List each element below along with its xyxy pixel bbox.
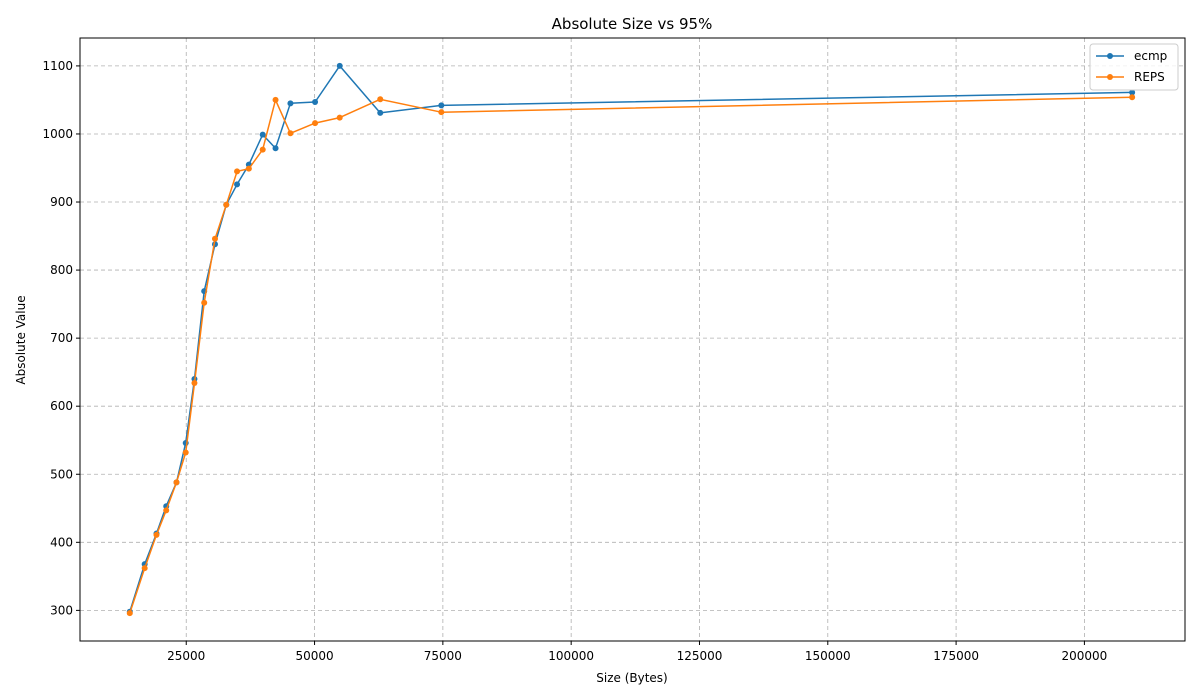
series-lines — [126, 62, 1136, 617]
series-line-ecmp — [129, 65, 1133, 612]
legend-reps-label: REPS — [1134, 70, 1165, 84]
data-point-reps — [182, 449, 189, 456]
data-point-reps — [245, 165, 252, 172]
data-point-reps — [126, 610, 133, 617]
data-point-reps — [153, 531, 160, 538]
data-point-reps — [287, 130, 294, 137]
data-point-ecmp — [272, 145, 279, 152]
chart-title: Absolute Size vs 95% — [552, 15, 713, 33]
data-point-reps — [377, 96, 384, 103]
y-tick-label: 1100 — [42, 59, 73, 73]
y-tick-label: 400 — [50, 535, 73, 549]
x-tick-label: 150000 — [805, 649, 851, 663]
data-point-reps — [312, 120, 319, 127]
data-point-reps — [259, 146, 266, 153]
x-tick-label: 125000 — [677, 649, 723, 663]
data-point-reps — [211, 235, 218, 242]
x-tick-label: 200000 — [1061, 649, 1107, 663]
data-point-ecmp — [312, 98, 319, 105]
data-point-reps — [272, 96, 279, 103]
x-tick-label: 175000 — [933, 649, 979, 663]
data-point-reps — [336, 114, 343, 121]
legend-ecmp-marker — [1107, 53, 1113, 59]
data-point-ecmp — [1129, 89, 1136, 96]
x-tick-label: 75000 — [424, 649, 462, 663]
data-point-ecmp — [287, 100, 294, 107]
data-point-reps — [141, 565, 148, 572]
data-point-ecmp — [234, 181, 241, 188]
data-point-reps — [1129, 94, 1136, 101]
legend: ecmp REPS — [1089, 43, 1179, 91]
y-tick-label: 300 — [50, 603, 73, 617]
x-tick-label: 100000 — [548, 649, 594, 663]
data-point-ecmp — [336, 62, 343, 69]
plot-area — [80, 38, 1185, 641]
data-point-reps — [234, 168, 241, 175]
x-tick-label: 25000 — [167, 649, 205, 663]
data-point-ecmp — [377, 109, 384, 116]
data-point-ecmp — [259, 131, 266, 138]
data-point-reps — [201, 299, 208, 306]
data-point-reps — [438, 109, 445, 116]
legend-reps-marker — [1107, 74, 1113, 80]
axis-ticks: 25000 50000 75000 100000 125000 150000 175000 2… — [42, 59, 1107, 663]
series-line-reps — [129, 96, 1133, 614]
data-point-ecmp — [438, 102, 445, 109]
x-axis-title: Size (Bytes) — [596, 671, 667, 685]
data-point-reps — [163, 507, 170, 514]
y-tick-label: 900 — [50, 195, 73, 209]
legend-ecmp-label: ecmp — [1134, 49, 1167, 63]
data-point-reps — [191, 380, 198, 387]
y-tick-label: 1000 — [42, 127, 73, 141]
plot-frame — [79, 37, 1186, 642]
y-tick-label: 500 — [50, 467, 73, 481]
data-point-reps — [173, 479, 180, 486]
y-axis-title: Absolute Value — [14, 295, 28, 384]
data-point-reps — [223, 201, 230, 208]
y-tick-label: 800 — [50, 263, 73, 277]
x-tick-label: 50000 — [295, 649, 333, 663]
y-tick-label: 600 — [50, 399, 73, 413]
y-tick-label: 700 — [50, 331, 73, 345]
